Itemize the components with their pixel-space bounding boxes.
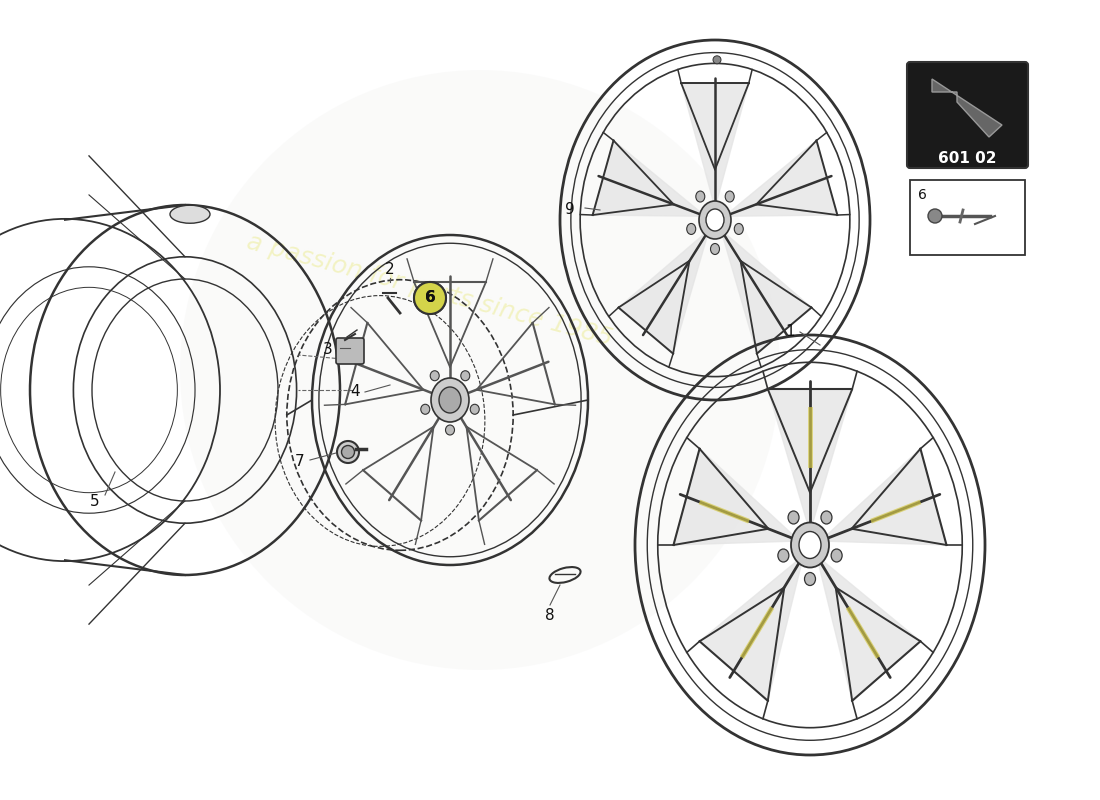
Ellipse shape [686,223,695,234]
Text: 3: 3 [323,342,333,358]
Ellipse shape [725,191,734,202]
Polygon shape [720,230,812,354]
Ellipse shape [788,511,799,524]
Ellipse shape [696,191,705,202]
Ellipse shape [170,206,210,223]
Text: 9: 9 [565,202,575,218]
Polygon shape [681,83,749,208]
Ellipse shape [341,446,354,458]
Ellipse shape [337,441,359,463]
Polygon shape [618,230,710,354]
Polygon shape [816,555,921,701]
Text: 5: 5 [90,494,100,510]
Text: 2: 2 [385,262,395,278]
Text: 7: 7 [295,454,305,470]
Circle shape [928,209,942,223]
FancyBboxPatch shape [908,62,1028,168]
Ellipse shape [470,404,480,414]
Ellipse shape [791,522,829,567]
Polygon shape [768,390,852,532]
Text: a passion for parts since 1985: a passion for parts since 1985 [244,230,616,350]
Ellipse shape [421,404,430,414]
FancyBboxPatch shape [336,338,364,364]
Ellipse shape [439,387,461,413]
Text: 4: 4 [350,385,360,399]
Polygon shape [700,555,803,701]
Polygon shape [593,141,705,216]
Text: 601 02: 601 02 [937,151,997,166]
Ellipse shape [832,549,843,562]
Ellipse shape [711,243,719,254]
Text: 1: 1 [785,325,795,339]
Polygon shape [673,449,800,545]
Bar [910,180,1025,255]
Text: 8: 8 [546,607,554,622]
Polygon shape [725,141,837,216]
Ellipse shape [799,531,821,558]
Ellipse shape [446,425,454,435]
Ellipse shape [430,370,439,381]
Text: 6: 6 [918,188,927,202]
Ellipse shape [735,223,744,234]
Text: 6: 6 [425,290,436,306]
Polygon shape [821,449,946,545]
Circle shape [713,56,721,64]
Ellipse shape [461,370,470,381]
Text: 6: 6 [425,290,436,306]
Ellipse shape [804,573,815,586]
Polygon shape [932,79,1002,137]
Ellipse shape [821,511,832,524]
Circle shape [180,70,780,670]
Circle shape [414,282,446,314]
Ellipse shape [706,209,724,231]
Ellipse shape [698,201,732,239]
Circle shape [414,282,446,314]
Ellipse shape [778,549,789,562]
Ellipse shape [431,378,469,422]
